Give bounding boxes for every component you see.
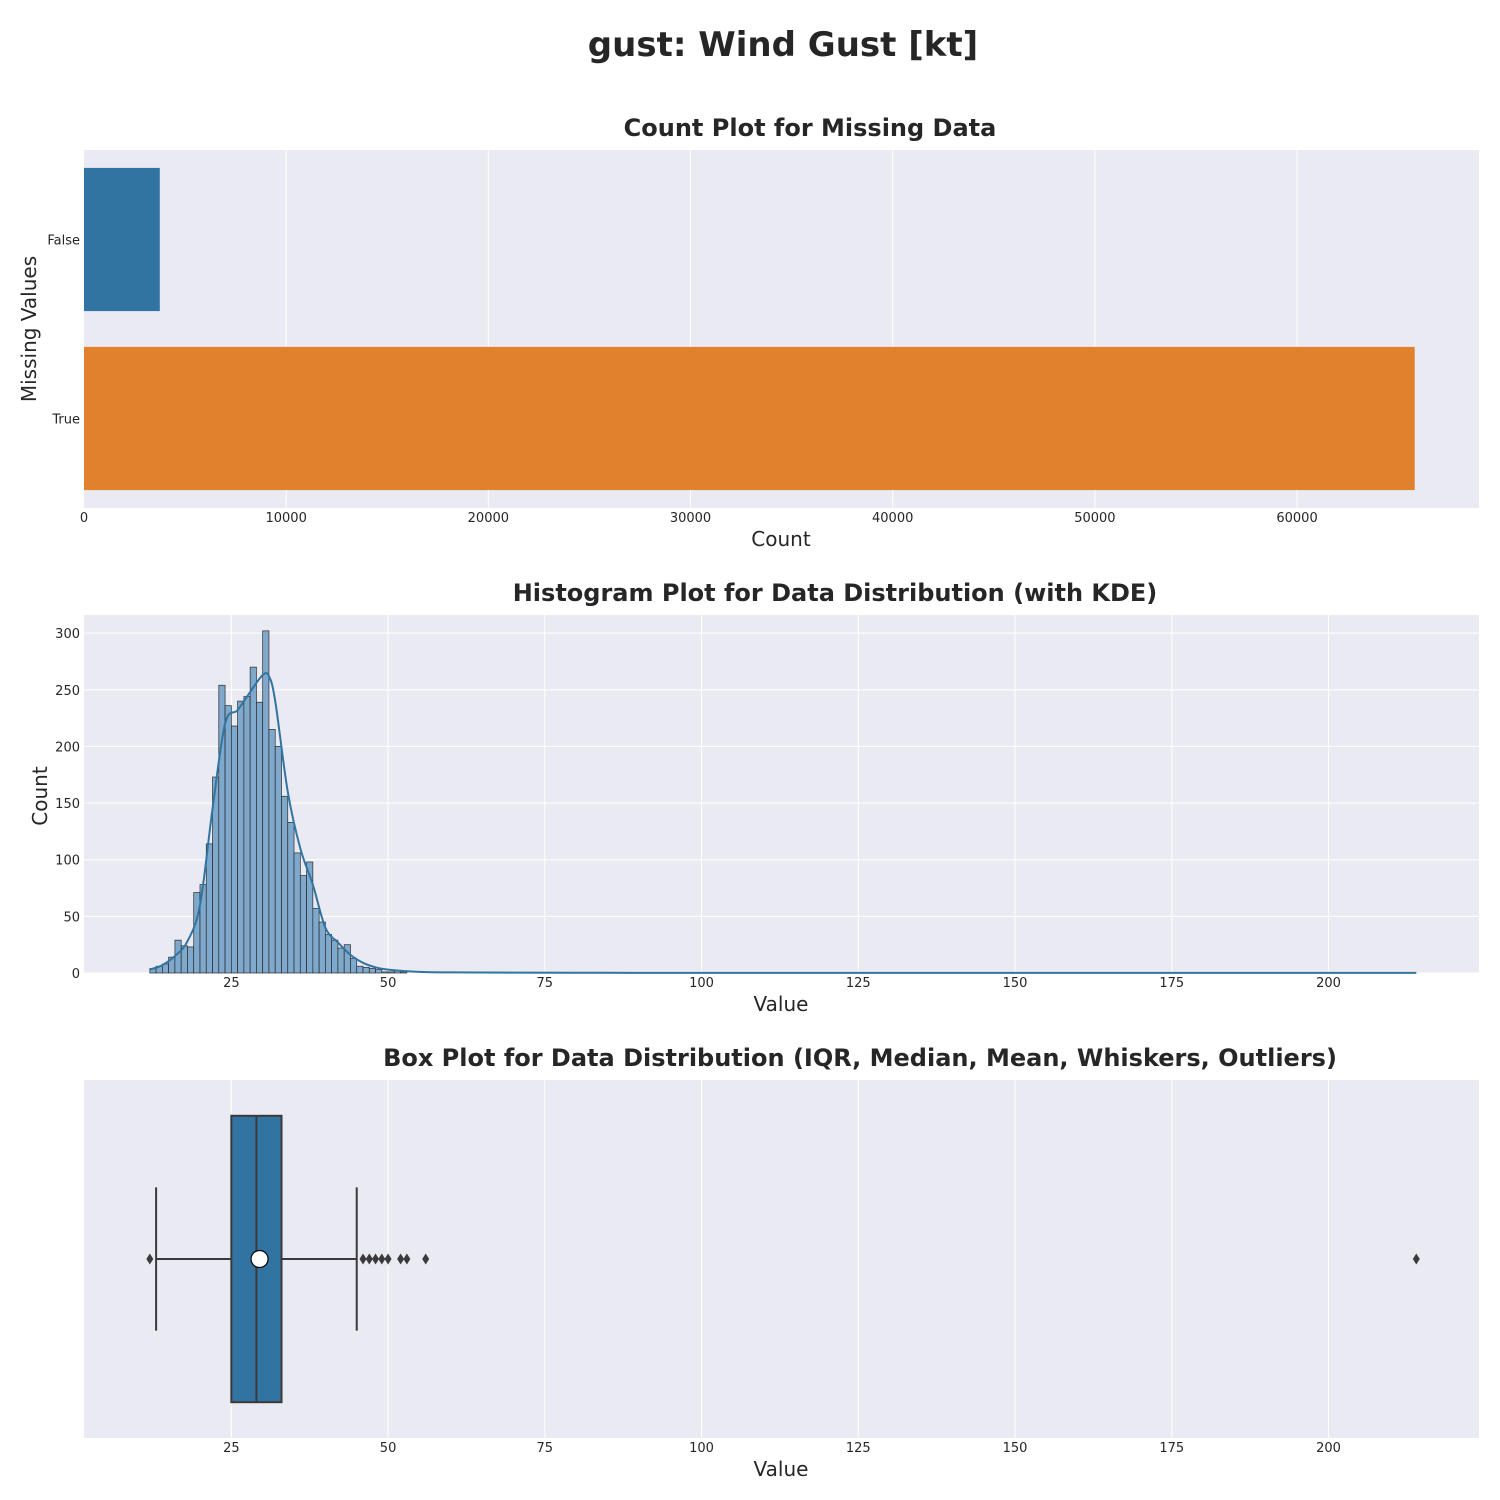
histogram-bar <box>331 939 339 974</box>
histogram-plot-xtick-label: 25 <box>223 976 240 991</box>
histogram-plot-ytick-label: 0 <box>72 967 80 982</box>
histogram-plot-title: Histogram Plot for Data Distribution (wi… <box>513 579 1158 607</box>
box-plot-xlabel: Value <box>754 1457 809 1481</box>
histogram-bar <box>287 821 295 974</box>
histogram-bar <box>356 965 364 974</box>
histogram-plot-xtick-label: 75 <box>537 976 554 991</box>
histogram-plot-xtick-label: 175 <box>1159 976 1184 991</box>
count-plot: Count Plot for Missing Data 0 10000 20000 3… <box>17 114 1479 551</box>
histogram-bar <box>274 746 282 974</box>
histogram-plot: Histogram Plot for Data Distribution (wi… <box>28 579 1479 1016</box>
box-plot-xtick-label: 100 <box>689 1441 714 1456</box>
kde-line <box>149 672 1417 974</box>
box-outlier-point <box>146 1253 154 1265</box>
histogram-bar <box>299 875 307 974</box>
histogram-plot-xtick-label: 100 <box>689 976 714 991</box>
histogram-bar <box>381 971 389 974</box>
count-plot-bar-true <box>84 346 1415 491</box>
histogram-bar <box>224 705 232 974</box>
box-mean-marker <box>250 1249 269 1269</box>
histogram-bar <box>243 696 251 974</box>
figure-title: gust: Wind Gust [kt] <box>588 25 978 65</box>
histogram-bar <box>262 630 270 974</box>
histogram-plot-ytick-label: 150 <box>55 797 80 812</box>
histogram-bar <box>318 921 326 974</box>
histogram-plot-ytick-label: 300 <box>55 627 80 642</box>
count-plot-xtick-label: 30000 <box>670 511 711 526</box>
count-plot-xtick-label: 40000 <box>872 511 913 526</box>
histogram-plot-xtick-label: 200 <box>1316 976 1341 991</box>
histogram-bar <box>268 729 276 974</box>
box-outlier-point <box>365 1253 373 1265</box>
histogram-plot-ytick-label: 250 <box>55 684 80 699</box>
histogram-plot-xtick-label: 50 <box>380 976 397 991</box>
histogram-bar <box>281 795 289 974</box>
count-plot-ytick-label: False <box>47 234 80 249</box>
box-plot-xtick-label: 125 <box>846 1441 871 1456</box>
histogram-plot-xtick-label: 125 <box>846 976 871 991</box>
histogram-bar <box>293 852 301 974</box>
box-plot-title: Box Plot for Data Distribution (IQR, Med… <box>383 1044 1337 1072</box>
histogram-bar <box>205 843 213 974</box>
histogram-bar <box>249 666 257 974</box>
count-plot-xtick-label: 10000 <box>265 511 306 526</box>
box-plot-xtick-label: 200 <box>1316 1441 1341 1456</box>
count-plot-xtick-label: 0 <box>80 511 88 526</box>
histogram-bar <box>325 934 333 974</box>
box-outlier-point <box>422 1253 430 1265</box>
box-outlier-point <box>403 1253 411 1265</box>
count-plot-xtick-label: 50000 <box>1074 511 1115 526</box>
count-plot-ytick-label: True <box>51 413 80 428</box>
count-plot-ylabel: Missing Values <box>17 256 41 402</box>
box-outlier-point <box>1412 1253 1420 1265</box>
count-plot-xtick-label: 60000 <box>1276 511 1317 526</box>
box-outlier-point <box>397 1253 405 1265</box>
histogram-bar <box>387 971 395 974</box>
histogram-bar <box>237 700 245 974</box>
histogram-plot-ylabel: Count <box>28 766 52 826</box>
count-plot-bar-false <box>84 167 160 312</box>
histogram-bar <box>312 908 320 974</box>
histogram-plot-xtick-label: 150 <box>1003 976 1028 991</box>
box-outlier-point <box>384 1253 392 1265</box>
box-plot-xtick-label: 50 <box>380 1441 397 1456</box>
histogram-bar <box>230 725 238 974</box>
histogram-bar <box>174 939 182 974</box>
histogram-bar <box>375 969 383 974</box>
box-plot-xtick-label: 175 <box>1159 1441 1184 1456</box>
box-plot-xtick-label: 25 <box>223 1441 240 1456</box>
box-plot: Box Plot for Data Distribution (IQR, Med… <box>84 1044 1479 1481</box>
box-outlier-point <box>372 1253 380 1265</box>
histogram-bar <box>337 947 345 974</box>
histogram-plot-ytick-label: 100 <box>55 854 80 869</box>
histogram-bar <box>256 701 264 974</box>
box-plot-xtick-label: 150 <box>1003 1441 1028 1456</box>
histogram-plot-ytick-label: 200 <box>55 740 80 755</box>
histogram-plot-ytick-label: 50 <box>63 910 80 925</box>
box-plot-xtick-label: 75 <box>537 1441 554 1456</box>
histogram-bar <box>187 946 195 974</box>
histogram-bar <box>306 861 314 974</box>
histogram-bar <box>362 966 370 974</box>
box-outlier-point <box>378 1253 386 1265</box>
histogram-bar <box>350 957 358 974</box>
count-plot-xlabel: Count <box>751 527 811 551</box>
count-plot-xtick-label: 20000 <box>468 511 509 526</box>
histogram-plot-xlabel: Value <box>754 992 809 1016</box>
histogram-bar <box>368 968 376 974</box>
count-plot-title: Count Plot for Missing Data <box>624 114 997 142</box>
box-outlier-point <box>359 1253 367 1265</box>
